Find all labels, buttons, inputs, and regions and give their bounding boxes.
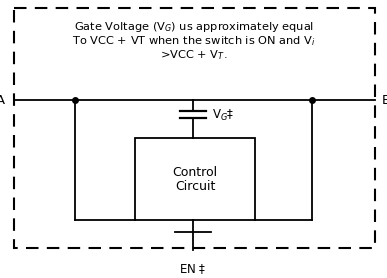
Text: V$_G$$\ddagger$: V$_G$$\ddagger$	[212, 108, 235, 123]
Text: >VCC + V$_T$.: >VCC + V$_T$.	[160, 48, 228, 62]
Bar	[135, 138, 255, 220]
Text: EN $\ddagger$: EN $\ddagger$	[179, 262, 207, 276]
Text: Circuit: Circuit	[175, 180, 215, 192]
Text: Gate Voltage (V$_G$) us approximately equal: Gate Voltage (V$_G$) us approximately eq…	[74, 20, 314, 34]
Text: A: A	[0, 93, 5, 106]
Text: Control: Control	[173, 165, 217, 178]
Text: To VCC + VT when the switch is ON and V$_i$: To VCC + VT when the switch is ON and V$…	[72, 34, 316, 48]
Text: B: B	[382, 93, 387, 106]
